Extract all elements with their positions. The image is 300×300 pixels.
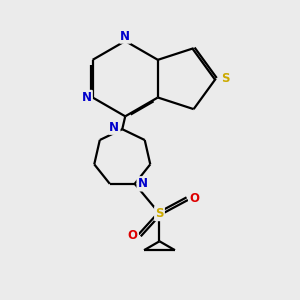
Text: S: S — [155, 207, 164, 220]
Text: N: N — [82, 91, 92, 104]
Text: N: N — [138, 177, 148, 190]
Text: N: N — [120, 30, 130, 43]
Text: O: O — [189, 192, 199, 205]
Text: O: O — [128, 229, 138, 242]
Text: S: S — [221, 72, 230, 85]
Text: N: N — [109, 121, 119, 134]
